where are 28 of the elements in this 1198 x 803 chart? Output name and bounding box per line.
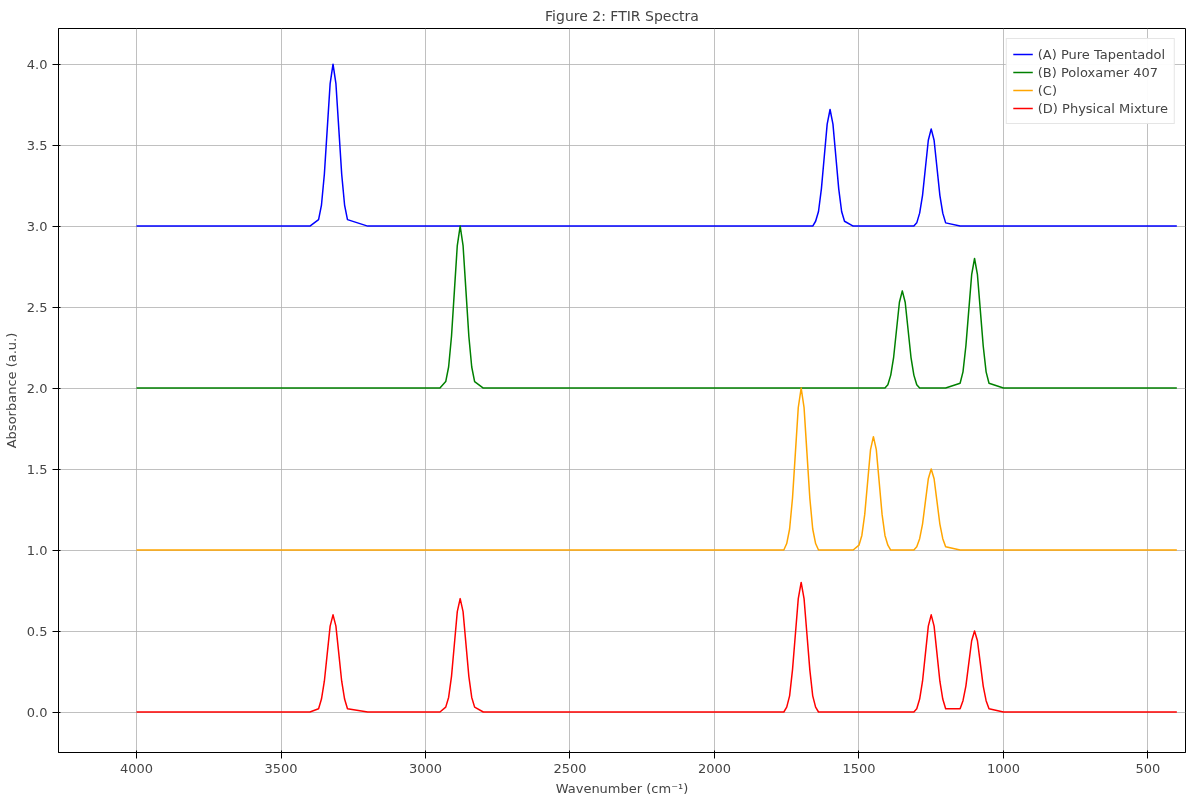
- y-tick-label: 1.0: [26, 542, 48, 558]
- line-series: [135, 387, 1178, 551]
- y-tick-label: 2.0: [26, 380, 48, 396]
- y-tick-label: 2.5: [26, 299, 48, 315]
- x-tick-label: 1000: [986, 760, 1020, 776]
- x-tick-label: 2500: [553, 760, 587, 776]
- y-tick-label: 0.0: [26, 704, 48, 720]
- y-tick-label: 1.5: [26, 461, 48, 477]
- line-series: [135, 225, 1178, 389]
- y-tick-label: 3.0: [26, 218, 48, 234]
- y-axis-title: Absorbance (a.u.): [3, 332, 19, 449]
- x-tick-label: 2000: [697, 760, 732, 776]
- y-tick-label: 0.5: [26, 623, 48, 639]
- legend-label: (A) Pure Tapentadol: [1037, 45, 1166, 63]
- legend-label: (B) Poloxamer 407: [1037, 63, 1159, 81]
- y-tick-label: 4.0: [26, 56, 48, 72]
- x-tick-label: 500: [1135, 760, 1161, 776]
- legend-label: (D) Physical Mixture: [1037, 99, 1168, 117]
- line-series: [135, 581, 1178, 713]
- chart-title: Figure 2: FTIR Spectra: [545, 7, 699, 24]
- x-tick-label: 3500: [264, 760, 298, 776]
- x-tick-label: 4000: [119, 760, 154, 776]
- x-tick-label: 1500: [842, 760, 876, 776]
- legend-label: (C): [1037, 81, 1058, 99]
- x-axis-title: Wavenumber (cm⁻¹): [555, 780, 689, 796]
- line-series: [135, 63, 1178, 227]
- y-tick-label: 3.5: [26, 137, 48, 153]
- x-tick-label: 3000: [408, 760, 443, 776]
